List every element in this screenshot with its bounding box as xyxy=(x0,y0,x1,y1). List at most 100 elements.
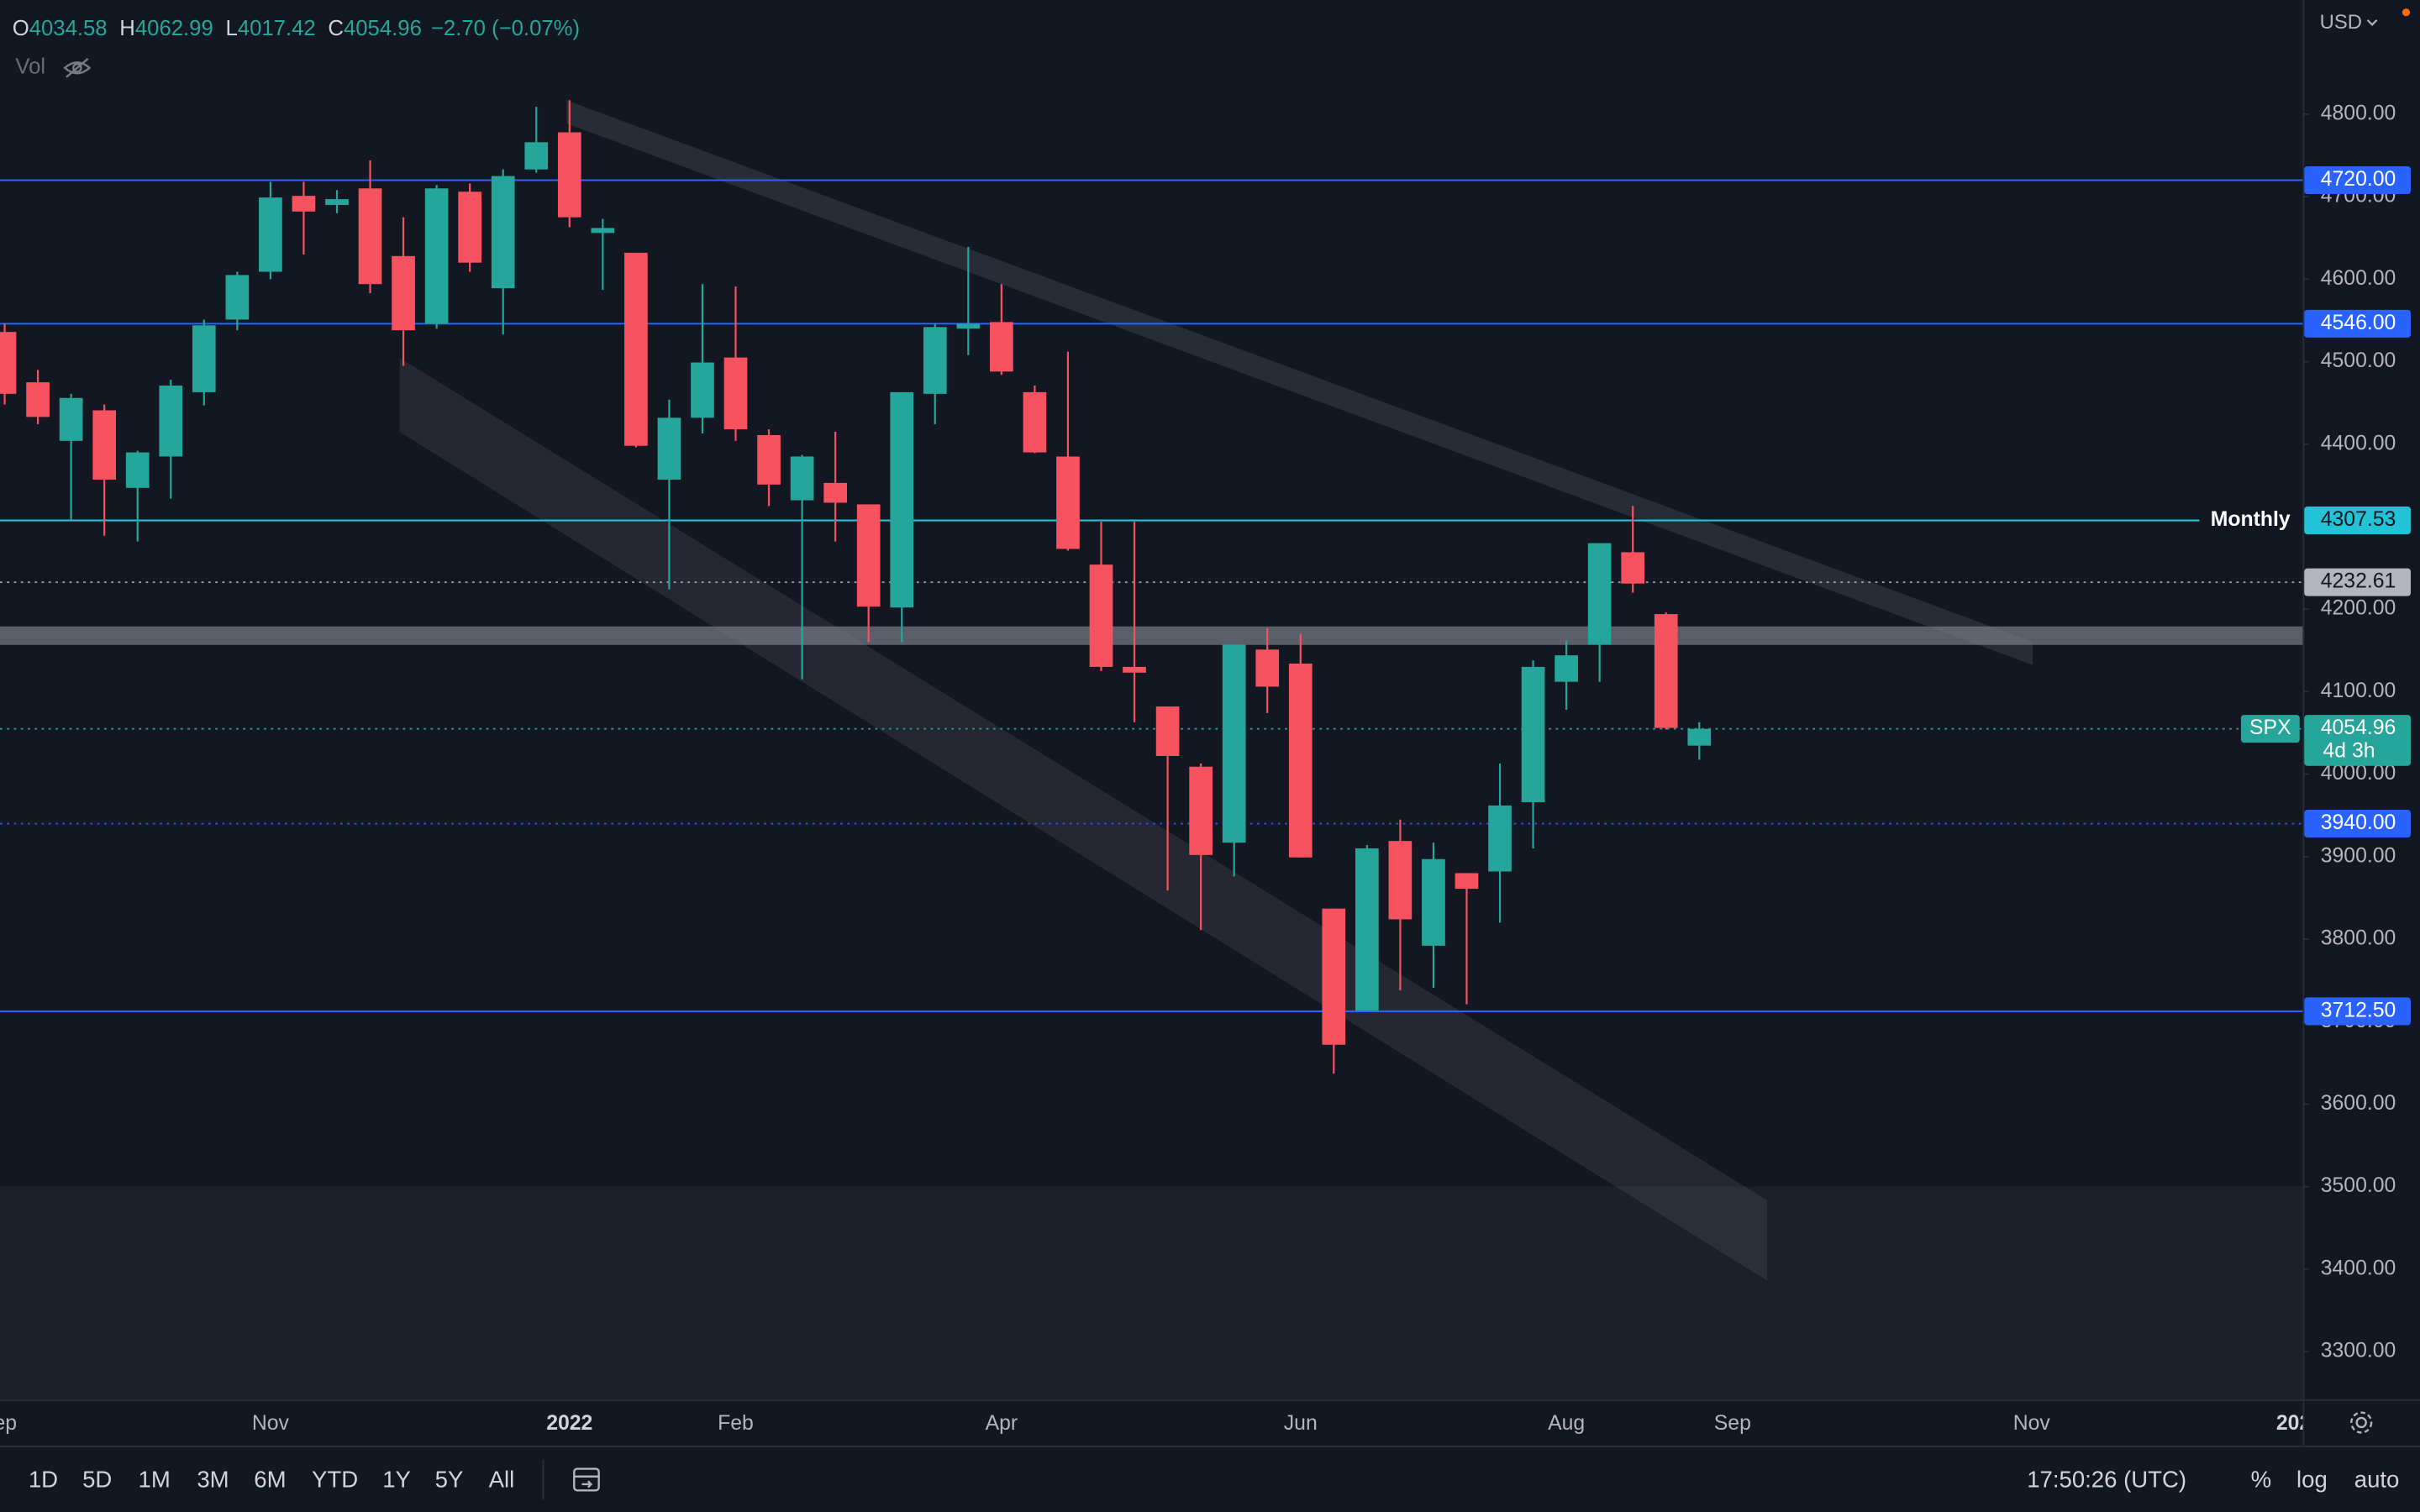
candle-body xyxy=(1422,858,1445,946)
ohlc-value: 4034.58 xyxy=(29,17,108,40)
candle-body xyxy=(1288,663,1313,858)
level-price-label-bg xyxy=(2304,568,2411,596)
date-range-icon[interactable] xyxy=(573,1467,600,1492)
candle-body xyxy=(1023,391,1047,453)
level-price-label-bg xyxy=(2304,809,2411,838)
legend: O4034.58 H4062.99 L4017.42 C4054.96 −2.70 (−… xyxy=(13,17,580,40)
candle-body xyxy=(92,410,117,480)
candle-body xyxy=(225,275,250,320)
y-tick-label: 4100.00 xyxy=(2321,680,2396,702)
trend-channel-lower xyxy=(399,358,1768,1281)
hide-volume-icon[interactable] xyxy=(63,57,92,78)
scale-option[interactable]: log xyxy=(2296,1467,2328,1493)
level-price-label-bg xyxy=(2304,309,2411,338)
candle-body xyxy=(1222,644,1246,843)
y-tick-label: 4800.00 xyxy=(2321,102,2396,124)
range-button[interactable]: 3M xyxy=(197,1467,229,1493)
symbol-label: SPX xyxy=(2249,717,2291,739)
candle-body xyxy=(1587,543,1612,645)
y-tick-label: 3300.00 xyxy=(2321,1340,2396,1362)
candle-body xyxy=(292,196,316,212)
last-price-label: 4054.96 xyxy=(2321,717,2396,739)
candles xyxy=(0,100,1712,1074)
level-name: Monthly xyxy=(2211,508,2291,531)
candle-body xyxy=(1488,805,1512,872)
notification-dot xyxy=(2402,8,2411,17)
candle-body xyxy=(1089,564,1113,667)
range-button[interactable]: All xyxy=(489,1467,515,1493)
candle-body xyxy=(923,327,947,394)
range-button[interactable]: 1Y xyxy=(382,1467,411,1493)
candle-body xyxy=(524,142,549,170)
candle-body xyxy=(723,357,748,430)
candle-body xyxy=(1687,728,1712,746)
candle-body xyxy=(1355,848,1379,1011)
candle-body xyxy=(1056,456,1080,549)
candle-body xyxy=(1521,666,1545,802)
candle-body xyxy=(1123,666,1146,673)
ohlc-value: 4062.99 xyxy=(135,17,213,40)
currency-chevron xyxy=(2366,19,2378,26)
ohlc-key: O xyxy=(13,17,29,40)
candle-body xyxy=(557,132,581,218)
level-price-label-bg xyxy=(2304,507,2411,535)
candle-body xyxy=(823,482,847,503)
y-tick-label: 4400.00 xyxy=(2321,432,2396,454)
candle-body xyxy=(856,504,881,607)
candle-body xyxy=(1455,873,1479,890)
ohlc-key: C xyxy=(328,17,344,40)
level-price-label-bg xyxy=(2304,165,2411,195)
candle-body xyxy=(1654,614,1678,728)
ohlc-legend: O4034.58 H4062.99 L4017.42 C4054.96 −2.70 (−… xyxy=(13,17,580,40)
candle-body xyxy=(358,188,382,285)
x-tick-label: 2023 xyxy=(2276,1412,2323,1435)
range-button[interactable]: 5Y xyxy=(435,1467,464,1493)
candle-body xyxy=(657,417,681,480)
clock[interactable]: 17:50:26 (UTC) xyxy=(2027,1467,2186,1493)
level-price-label: 4232.61 xyxy=(2321,570,2396,593)
candle-body xyxy=(325,199,349,205)
x-tick-label: Aug xyxy=(1548,1412,1585,1435)
y-tick-label: 4600.00 xyxy=(2321,267,2396,290)
levels: Monthly xyxy=(0,179,2303,1012)
candle-body xyxy=(26,382,50,417)
x-tick-label: Feb xyxy=(718,1412,754,1435)
range-button[interactable]: 6M xyxy=(254,1467,286,1493)
level-price-label: 4546.00 xyxy=(2321,312,2396,334)
candle-body xyxy=(1555,655,1578,682)
ohlc-key: H xyxy=(119,17,135,40)
currency[interactable]: USD xyxy=(2320,11,2362,34)
y-tick-label: 3500.00 xyxy=(2321,1174,2396,1197)
candle-body xyxy=(1621,552,1645,584)
candle-body xyxy=(1322,908,1346,1045)
range-button[interactable]: 1D xyxy=(29,1467,58,1493)
lower-zone xyxy=(0,1186,2303,1399)
level-price-label: 3712.50 xyxy=(2321,999,2396,1021)
time-axis: Sep Nov 2022 Feb Apr Jun Aug Sep Nov 2023 xyxy=(0,1412,2323,1435)
change: −2.70 (−0.07%) xyxy=(431,17,580,40)
candle-body xyxy=(424,188,449,324)
settings-icon[interactable] xyxy=(2350,1411,2373,1434)
candle-body xyxy=(691,362,714,418)
candle-body xyxy=(956,323,981,329)
candle-body xyxy=(392,255,415,331)
y-tick-label: 3400.00 xyxy=(2321,1257,2396,1279)
candle-body xyxy=(624,252,648,446)
scale-option[interactable]: auto xyxy=(2354,1467,2400,1493)
candle-body xyxy=(0,332,17,394)
toolbar: 1D 5D 1M 3M 6M YTD 1Y 5Y All 17:50:26 (UTC)% log au… xyxy=(29,1467,2400,1493)
range-button[interactable]: 1M xyxy=(139,1467,171,1493)
candle-body xyxy=(192,325,216,392)
volume-label[interactable]: Vol xyxy=(15,55,45,79)
trend-channel-upper xyxy=(566,100,2033,665)
range-button[interactable]: YTD xyxy=(312,1467,358,1493)
scale-option[interactable]: % xyxy=(2251,1467,2272,1493)
candle-body xyxy=(1155,706,1180,756)
x-tick-label: 2022 xyxy=(546,1412,592,1435)
symbol-bg xyxy=(2240,715,2300,743)
candle-body xyxy=(890,391,914,608)
x-tick-label: Nov xyxy=(2013,1412,2051,1435)
candle-body xyxy=(159,386,183,457)
range-button[interactable]: 5D xyxy=(82,1467,112,1493)
